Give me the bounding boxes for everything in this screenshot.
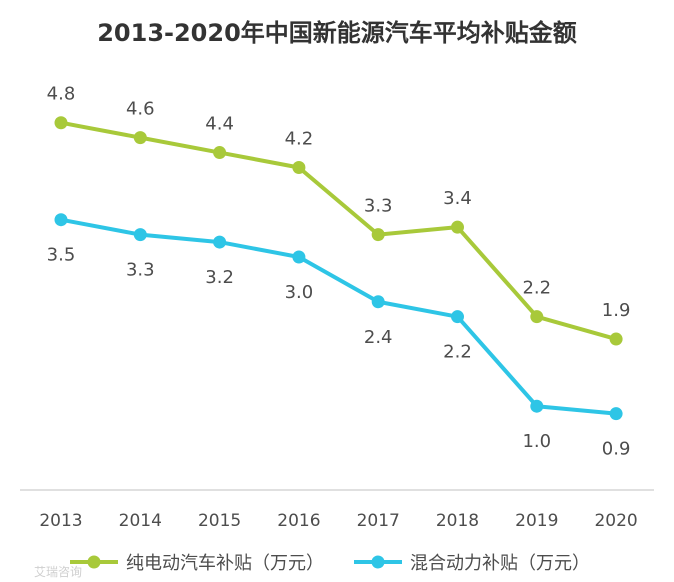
data-label: 2.2 [443, 342, 472, 363]
data-label: 3.3 [364, 196, 393, 217]
data-label: 2.2 [522, 278, 551, 299]
legend-item: 混合动力补贴（万元） [354, 553, 590, 574]
data-label: 4.8 [47, 84, 76, 105]
data-point [451, 220, 464, 234]
data-label: 3.2 [205, 267, 234, 288]
x-tick-label: 2013 [39, 511, 82, 531]
series-group: 4.8 4.6 4.4 4.2 3.3 3.4 2.2 1.9 3.5 3.3 3.2 3.0 2.4 2… [47, 84, 631, 460]
data-point [54, 116, 68, 130]
data-label: 3.4 [443, 188, 472, 209]
legend-label: 纯电动汽车补贴（万元） [126, 553, 324, 574]
x-tick-label: 2017 [357, 511, 400, 531]
chart-title: 2013-2020年中国新能源汽车平均补贴金额 [97, 19, 577, 47]
data-point [133, 228, 147, 242]
series-line [59, 120, 619, 342]
data-label: 4.2 [285, 128, 314, 149]
data-point [530, 310, 544, 324]
x-tick-label: 2018 [436, 511, 479, 531]
data-point [292, 160, 306, 174]
legend-swatch-marker [371, 555, 385, 569]
data-point [133, 131, 147, 145]
data-label: 1.0 [522, 431, 551, 452]
series-1: 4.8 4.6 4.4 4.2 3.3 3.4 2.2 1.9 [47, 84, 631, 346]
data-label: 0.9 [602, 439, 631, 460]
data-label: 4.6 [126, 99, 155, 120]
x-tick-labels: 2013 2014 2015 2016 2017 2018 2019 2020 [39, 511, 637, 531]
data-point [213, 235, 227, 249]
data-label: 3.3 [126, 260, 155, 281]
x-tick-label: 2019 [515, 511, 558, 531]
legend-swatch-marker [87, 555, 101, 569]
data-point [530, 399, 544, 413]
legend-label: 混合动力补贴（万元） [410, 553, 590, 574]
data-point [213, 146, 227, 160]
legend: 纯电动汽车补贴（万元） 混合动力补贴（万元） [70, 553, 590, 574]
x-tick-label: 2014 [119, 511, 162, 531]
data-point [371, 228, 385, 242]
x-tick-label: 2015 [198, 511, 241, 531]
data-label: 3.5 [47, 245, 76, 266]
data-point [609, 407, 623, 421]
series-line [59, 217, 619, 416]
data-point [292, 250, 306, 264]
data-label: 4.4 [205, 114, 234, 135]
data-label: 1.9 [602, 300, 631, 321]
x-tick-label: 2020 [594, 511, 637, 531]
data-point [451, 310, 464, 324]
data-label: 2.4 [364, 327, 393, 348]
legend-item: 纯电动汽车补贴（万元） [70, 553, 324, 574]
series-2: 3.5 3.3 3.2 3.0 2.4 2.2 1.0 0.9 [47, 213, 631, 460]
data-label: 3.0 [285, 282, 314, 303]
data-point [54, 213, 68, 227]
data-point [371, 295, 385, 309]
x-tick-label: 2016 [277, 511, 320, 531]
data-point [609, 332, 623, 346]
watermark-text: 艾瑞咨询 [34, 564, 82, 579]
